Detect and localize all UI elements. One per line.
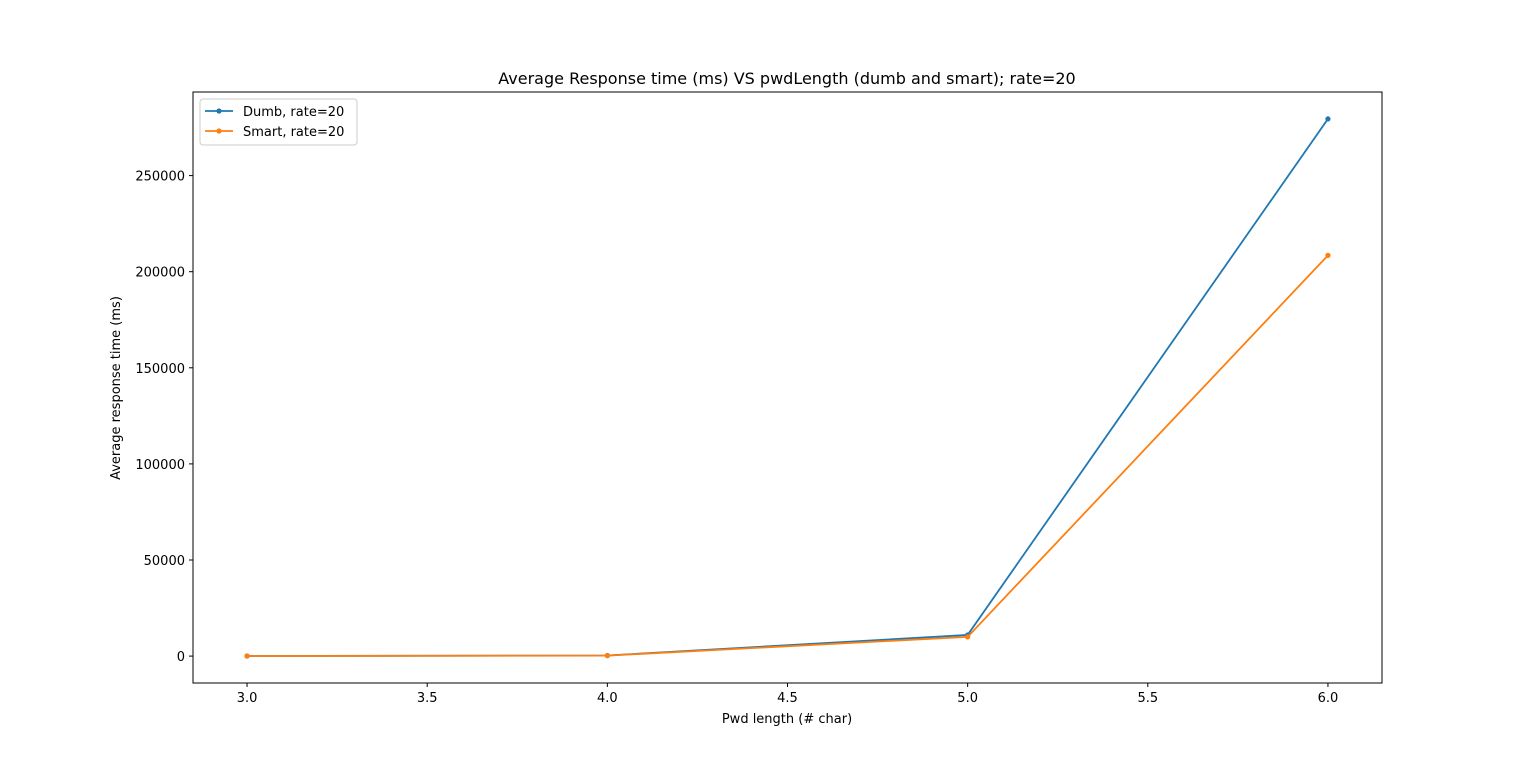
y-tick-label: 50000 bbox=[144, 554, 185, 569]
chart-title: Average Response time (ms) VS pwdLength … bbox=[498, 69, 1075, 88]
y-tick-label: 200000 bbox=[135, 266, 185, 281]
x-axis-label: Pwd length (# char) bbox=[722, 712, 852, 727]
x-tick-label: 3.5 bbox=[417, 691, 438, 706]
y-tick-label: 250000 bbox=[135, 170, 185, 185]
y-tick-label: 150000 bbox=[135, 362, 185, 377]
legend-marker bbox=[216, 108, 222, 114]
x-tick-label: 4.0 bbox=[597, 691, 618, 706]
x-tick-label: 5.0 bbox=[957, 691, 978, 706]
legend-marker bbox=[216, 128, 222, 134]
x-axis: 3.0 3.5 4.0 4.5 5.0 5.5 6.0 bbox=[237, 683, 1339, 706]
legend-label: Smart, rate=20 bbox=[243, 125, 344, 140]
y-axis: 0 50000 100000 150000 200000 250000 bbox=[135, 170, 193, 665]
x-tick-label: 6.0 bbox=[1318, 691, 1339, 706]
data-point-smart bbox=[244, 653, 250, 659]
data-point-smart bbox=[1325, 252, 1331, 258]
y-tick-label: 0 bbox=[177, 650, 185, 665]
x-tick-label: 5.5 bbox=[1137, 691, 1158, 706]
plot-series bbox=[244, 116, 1331, 659]
legend-label: Dumb, rate=20 bbox=[243, 105, 344, 120]
legend: Dumb, rate=20 Smart, rate=20 bbox=[199, 98, 358, 146]
x-tick-label: 3.0 bbox=[237, 691, 258, 706]
data-point-smart bbox=[604, 653, 610, 659]
series-line-smart bbox=[246, 254, 1330, 657]
legend-box bbox=[199, 98, 358, 146]
data-point-smart bbox=[965, 634, 971, 640]
y-tick-label: 100000 bbox=[135, 458, 185, 473]
data-point-dumb bbox=[1325, 116, 1331, 122]
y-axis-label: Average response time (ms) bbox=[109, 296, 124, 480]
x-tick-label: 4.5 bbox=[777, 691, 798, 706]
